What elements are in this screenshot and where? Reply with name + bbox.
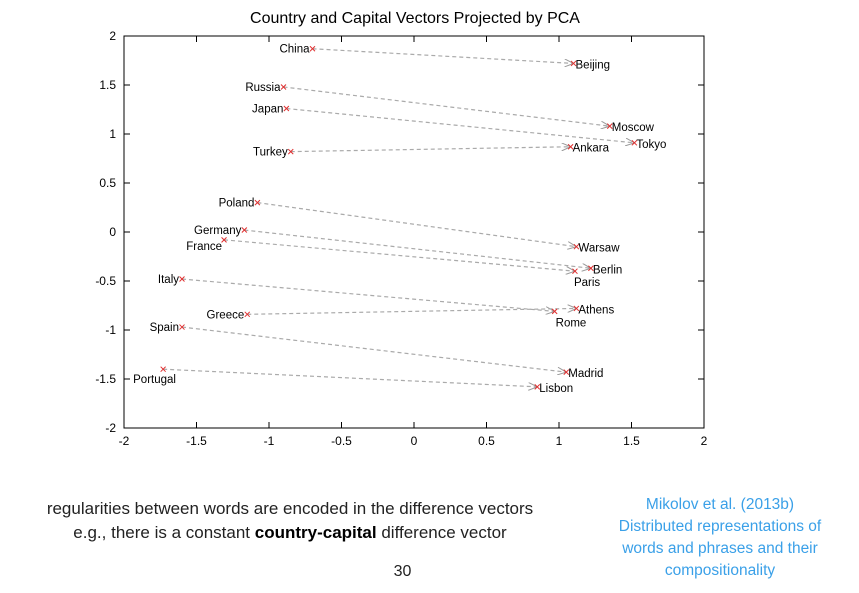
x-tick-label: -1 (264, 434, 275, 448)
y-tick-label: -1 (105, 323, 116, 337)
pca-chart: Country and Capital Vectors Projected by… (95, 10, 707, 448)
y-tick-label: 2 (109, 29, 116, 43)
country-marker (160, 366, 167, 373)
y-tick-label: 0 (109, 225, 116, 239)
capital-label: Moscow (612, 122, 655, 134)
x-tick-label: 0.5 (478, 434, 495, 448)
citation-title-1: Distributed representations of (618, 518, 822, 535)
country-marker (179, 324, 185, 330)
country-marker (309, 45, 316, 52)
capital-label: Lisbon (539, 383, 573, 395)
difference-vector (223, 239, 575, 271)
caption: regularities between words are encoded i… (0, 497, 580, 545)
y-tick-label: 1.5 (99, 78, 116, 92)
capital-marker (572, 268, 578, 275)
country-label: Japan (252, 104, 283, 116)
caption-suffix: difference vector (376, 523, 507, 542)
capital-label: Madrid (568, 368, 603, 380)
country-marker (244, 311, 251, 318)
country-label: Turkey (253, 147, 288, 159)
point-labels: China Beijing Russia Moscow Japan Tokyo Turkey… (133, 44, 666, 395)
y-tick-label: -1.5 (95, 372, 116, 386)
x-tick-label: -0.5 (331, 434, 352, 448)
difference-vector (286, 107, 634, 143)
country-label: France (186, 241, 222, 253)
capital-label: Berlin (593, 264, 622, 276)
capital-label: Athens (578, 304, 614, 316)
capital-label: Warsaw (578, 243, 620, 255)
caption-prefix: e.g., there is a constant (73, 523, 255, 542)
country-label: China (279, 44, 310, 56)
difference-vector (283, 86, 610, 126)
capital-marker (551, 308, 558, 315)
capital-marker (631, 139, 638, 146)
country-marker (241, 227, 248, 233)
country-label: Portugal (133, 374, 176, 386)
difference-vector (312, 48, 574, 64)
x-tick-label: -1.5 (186, 434, 207, 448)
x-tick-label: 1 (556, 434, 563, 448)
citation: Mikolov et al. (2013b) Distributed repre… (600, 494, 840, 582)
difference-vector (290, 147, 571, 153)
country-marker (287, 148, 294, 155)
difference-vector (257, 202, 576, 247)
page-number: 30 (393, 563, 412, 580)
country-label: Spain (150, 322, 179, 334)
y-tick-label: -0.5 (95, 274, 116, 288)
capital-label: Paris (574, 277, 600, 289)
difference-vector (181, 278, 555, 311)
capital-marker (534, 383, 541, 390)
x-tick-label: 0 (411, 434, 418, 448)
capital-marker (606, 123, 613, 130)
y-tick-label: -2 (105, 421, 116, 435)
country-marker (283, 105, 290, 112)
y-tick-label: 0.5 (99, 176, 116, 190)
axis-ticks: -2 -1.5 -1 -0.5 0 0.5 1 1.5 2 2 1.5 1 0.5 0 -0.5 -1 -1.5… (95, 29, 707, 448)
capital-marker (573, 305, 580, 312)
data-points (160, 45, 638, 390)
capital-label: Rome (556, 317, 587, 329)
y-tick-label: 1 (109, 127, 116, 141)
citation-title-3: compositionality (664, 562, 776, 579)
country-marker (254, 199, 261, 206)
country-label: Germany (194, 225, 242, 237)
country-label: Italy (158, 274, 179, 286)
difference-vector (181, 326, 566, 372)
x-tick-label: -2 (119, 434, 130, 448)
x-tick-label: 2 (701, 434, 708, 448)
capital-label: Beijing (576, 59, 611, 71)
country-label: Russia (245, 82, 281, 94)
caption-line-1: regularities between words are encoded i… (46, 499, 534, 518)
caption-line-2: e.g., there is a constant country-capita… (0, 521, 580, 545)
citation-title-2: words and phrases and their (622, 540, 818, 557)
capital-marker (563, 369, 570, 375)
caption-bold: country-capital (254, 523, 377, 542)
x-tick-label: 1.5 (623, 434, 640, 448)
citation-authors: Mikolov et al. (2013b) (645, 496, 795, 513)
chart-title: Country and Capital Vectors Projected by… (250, 10, 580, 27)
country-marker (280, 84, 287, 90)
capital-marker (573, 243, 580, 250)
difference-vector (247, 308, 576, 315)
country-label: Poland (219, 198, 255, 210)
country-marker (221, 236, 227, 243)
capital-marker (567, 143, 574, 150)
capital-marker (588, 265, 594, 272)
capital-label: Tokyo (636, 139, 666, 151)
difference-vectors (163, 48, 634, 387)
country-label: Greece (207, 309, 245, 321)
difference-vector (163, 368, 537, 387)
capital-label: Ankara (573, 143, 610, 155)
capital-marker (570, 60, 577, 67)
difference-vector (244, 229, 591, 268)
country-marker (179, 276, 185, 282)
